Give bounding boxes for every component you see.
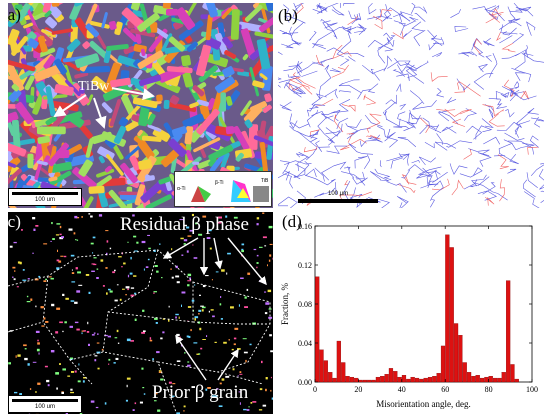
panel-d: 0.00 0.04 0.08 0.12 0.16 0 20 40 60 80 100 Misorien… bbox=[278, 212, 546, 418]
bar bbox=[466, 372, 472, 383]
bar bbox=[397, 376, 402, 383]
y-axis-label: Fraction, % bbox=[280, 283, 290, 325]
bar bbox=[471, 375, 476, 383]
panel-c-label: (c) bbox=[8, 212, 21, 231]
bar bbox=[414, 377, 420, 383]
orientation-legend: α-Ti β-Ti TiB bbox=[174, 171, 272, 207]
x-axis-label: Misorientation angle, deg. bbox=[376, 399, 470, 409]
bar bbox=[332, 377, 337, 383]
bar bbox=[315, 276, 320, 383]
bar bbox=[445, 234, 450, 383]
y-tick-label: 0.04 bbox=[298, 339, 312, 348]
bar bbox=[436, 373, 441, 383]
panel-b: (b) 100 μm bbox=[278, 3, 544, 208]
bar bbox=[484, 376, 489, 383]
bar bbox=[371, 379, 376, 383]
prior-beta-label: Prior β grain bbox=[152, 382, 249, 403]
bar bbox=[367, 379, 372, 383]
bar bbox=[432, 375, 437, 383]
panel-d-label: (d) bbox=[282, 212, 302, 231]
bar bbox=[458, 335, 463, 383]
bar bbox=[488, 375, 493, 383]
x-tick-label: 0 bbox=[313, 385, 317, 394]
bar bbox=[384, 374, 389, 383]
y-tick-label: 0.12 bbox=[298, 261, 312, 270]
bar bbox=[401, 375, 407, 383]
label-arrows bbox=[162, 237, 267, 381]
boundary-map bbox=[278, 3, 544, 208]
bar bbox=[362, 379, 368, 383]
scale-bar-a: 100 um bbox=[8, 188, 82, 206]
bar bbox=[453, 323, 459, 383]
x-tick-label: 100 bbox=[526, 385, 538, 394]
bar bbox=[358, 379, 363, 383]
tibw-label: TiBw bbox=[78, 79, 110, 94]
y-tick-label: 0.08 bbox=[298, 300, 312, 309]
bar bbox=[319, 349, 324, 383]
bar bbox=[514, 378, 519, 383]
bar bbox=[475, 375, 480, 383]
bar bbox=[427, 376, 433, 383]
y-tick-label: 0.00 bbox=[298, 378, 312, 387]
bar bbox=[323, 360, 328, 383]
bar bbox=[501, 372, 506, 383]
misorientation-chart: 0.00 0.04 0.08 0.12 0.16 0 20 40 60 80 100 Misorien… bbox=[280, 222, 538, 409]
bar bbox=[510, 364, 515, 383]
panel-a-label: (a) bbox=[8, 5, 21, 24]
residual-beta-map bbox=[8, 212, 273, 414]
scale-bar-b-text: 100 μm bbox=[328, 191, 349, 197]
bar bbox=[345, 375, 350, 383]
bar bbox=[341, 362, 346, 383]
y-tick-label: 0.16 bbox=[298, 222, 312, 231]
x-tick-label: 40 bbox=[398, 385, 406, 394]
bar bbox=[375, 376, 381, 383]
x-tick-label: 20 bbox=[354, 385, 362, 394]
bar bbox=[354, 377, 359, 383]
bar bbox=[419, 378, 424, 383]
bar bbox=[393, 371, 398, 383]
bar bbox=[349, 376, 355, 383]
scale-bar-b bbox=[298, 199, 378, 203]
bar bbox=[449, 247, 454, 383]
bar bbox=[328, 372, 333, 383]
x-tick-label: 60 bbox=[441, 385, 449, 394]
bar bbox=[406, 378, 411, 383]
bar bbox=[493, 377, 498, 383]
bar bbox=[440, 345, 446, 383]
bar bbox=[479, 377, 485, 383]
panel-c: (c) Residual β phase Prior β grain 100 u… bbox=[8, 212, 273, 414]
residual-beta-label: Residual β phase bbox=[120, 214, 249, 235]
bar bbox=[462, 362, 467, 383]
bar bbox=[410, 376, 415, 383]
bar bbox=[506, 280, 511, 383]
panel-a: (a) TiBw 100 um α-Ti β-Ti TiB bbox=[8, 3, 273, 208]
bar bbox=[336, 340, 341, 383]
bar bbox=[497, 377, 502, 383]
scale-bar-c: 100 um bbox=[8, 395, 82, 413]
plot-frame bbox=[314, 225, 533, 383]
bar bbox=[388, 368, 394, 383]
x-tick-label: 80 bbox=[485, 385, 493, 394]
bar bbox=[423, 377, 428, 383]
panel-b-label: (b) bbox=[278, 6, 298, 25]
tibw-arrows bbox=[53, 87, 155, 129]
bar bbox=[380, 375, 385, 383]
